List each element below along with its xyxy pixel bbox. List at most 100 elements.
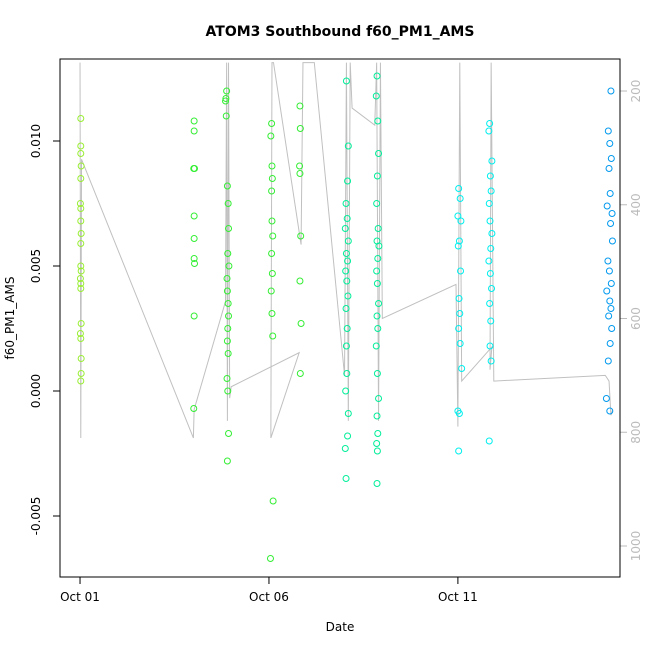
point <box>223 375 231 382</box>
point <box>374 430 382 437</box>
point <box>455 295 463 302</box>
point <box>375 395 383 402</box>
point <box>607 280 615 287</box>
point <box>77 162 85 170</box>
point <box>77 285 85 292</box>
point <box>375 150 383 157</box>
point <box>488 157 496 165</box>
point <box>373 440 381 447</box>
point <box>455 325 463 332</box>
point <box>77 267 85 275</box>
point <box>342 267 350 275</box>
point <box>222 95 230 102</box>
point <box>77 377 85 385</box>
point <box>190 312 198 320</box>
point <box>224 250 232 257</box>
point <box>373 370 381 377</box>
point <box>224 387 232 395</box>
point <box>604 257 612 265</box>
point <box>77 230 85 237</box>
point <box>343 277 351 285</box>
plot-frame <box>59 58 621 578</box>
point <box>607 220 615 227</box>
point <box>373 280 381 287</box>
point <box>76 200 84 207</box>
point <box>606 407 614 415</box>
point <box>604 127 612 135</box>
point <box>373 480 381 487</box>
x-axis-label: Date <box>326 620 355 634</box>
point <box>486 342 494 350</box>
point <box>267 132 275 140</box>
point <box>455 237 463 245</box>
point <box>373 172 381 180</box>
point <box>77 355 85 362</box>
point <box>454 242 462 250</box>
point <box>344 142 352 150</box>
point <box>77 175 85 182</box>
point <box>223 275 231 282</box>
y-tick-label: 0.010 <box>29 124 43 158</box>
point <box>456 310 464 317</box>
point <box>343 215 351 222</box>
point <box>487 187 495 195</box>
point <box>190 235 198 242</box>
point <box>375 300 383 307</box>
point <box>76 275 84 282</box>
point <box>485 200 493 207</box>
point <box>77 280 85 287</box>
point <box>190 405 198 412</box>
point <box>297 320 305 327</box>
point <box>222 97 230 105</box>
point <box>602 395 610 402</box>
point <box>225 312 233 320</box>
point <box>76 330 84 337</box>
point <box>607 305 615 312</box>
point <box>375 242 383 250</box>
point <box>373 267 381 275</box>
point <box>296 162 304 170</box>
point <box>268 250 276 257</box>
point <box>223 457 231 465</box>
point <box>603 202 611 210</box>
point <box>457 267 465 275</box>
point <box>77 335 85 342</box>
point <box>268 217 276 225</box>
y-tick-label: 0.000 <box>29 374 43 408</box>
point <box>344 237 352 245</box>
point <box>458 365 466 372</box>
x-tick-label: Oct 11 <box>438 590 478 604</box>
point <box>296 277 304 285</box>
point <box>225 430 233 437</box>
point <box>191 260 199 267</box>
y-tick-label: 0.005 <box>29 249 43 283</box>
point <box>488 285 496 292</box>
point <box>454 212 462 220</box>
point <box>344 410 352 417</box>
point <box>486 120 494 127</box>
point <box>485 257 493 265</box>
point <box>268 120 276 127</box>
point <box>266 555 274 562</box>
point <box>269 497 277 505</box>
point <box>342 200 350 207</box>
point <box>190 255 198 262</box>
point <box>77 370 85 377</box>
y2-tick-label: 400 <box>629 193 643 216</box>
point <box>296 370 304 377</box>
point <box>344 292 352 300</box>
chart-title: ATOM3 Southbound f60_PM1_AMS <box>206 24 475 40</box>
point <box>268 310 276 317</box>
point <box>603 287 611 295</box>
point <box>225 262 233 270</box>
y2-tick-label: 200 <box>629 80 643 103</box>
x-tick-label: Oct 01 <box>60 590 100 604</box>
point <box>487 245 495 252</box>
point <box>486 172 494 180</box>
point <box>608 237 616 245</box>
point <box>267 287 275 295</box>
y2-tick-label: 600 <box>629 307 643 330</box>
point <box>297 232 305 240</box>
